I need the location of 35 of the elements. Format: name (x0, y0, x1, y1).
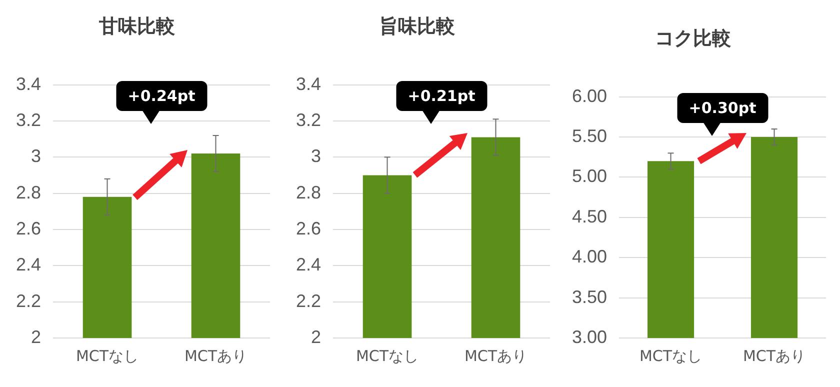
annotation: +0.21pt (396, 80, 488, 111)
y-tick-label: 3.4 (296, 74, 322, 94)
y-tick-label: 4.00 (572, 246, 608, 267)
y-tick-label: 3.2 (296, 110, 322, 130)
y-tick-label: 2.2 (296, 290, 322, 311)
y-tick-label: 2 (31, 326, 42, 347)
y-tick-label: 3 (311, 146, 322, 166)
y-tick-label: 3.50 (572, 286, 608, 307)
y-tick-label: 2.8 (16, 182, 42, 202)
x-tick-label: MCTあり (184, 346, 248, 365)
chart-title: 旨味比較 (379, 15, 456, 38)
y-tick-label: 2.4 (16, 254, 42, 275)
y-tick-label: 6.00 (572, 86, 608, 106)
y-tick-label: 2.2 (16, 290, 42, 311)
y-tick-label: 2.6 (16, 218, 42, 238)
y-tick-label: 5.00 (572, 166, 608, 186)
y-tick-label: 2.6 (296, 218, 322, 238)
y-tick-label: 3.00 (572, 326, 608, 347)
x-tick-label: MCTなし (356, 346, 419, 365)
annotation: +0.24pt (116, 80, 208, 111)
x-tick-label: MCTあり (742, 346, 806, 365)
y-tick-label: 2.8 (296, 182, 322, 202)
annotation: +0.30pt (676, 92, 768, 123)
y-tick-label: 3.2 (16, 110, 42, 130)
y-tick-label: 2.4 (296, 254, 322, 275)
chart-title: 甘味比較 (98, 15, 176, 38)
x-tick-label: MCTあり (464, 346, 528, 365)
x-tick-label: MCTなし (76, 346, 139, 365)
y-tick-label: 4.50 (572, 206, 608, 226)
y-tick-label: 5.50 (572, 126, 608, 146)
chart-title: コク比較 (655, 27, 732, 50)
x-tick-label: MCTなし (639, 346, 702, 365)
y-tick-label: 3 (31, 146, 42, 166)
y-tick-label: 3.4 (16, 74, 42, 94)
y-tick-label: 2 (311, 326, 322, 347)
